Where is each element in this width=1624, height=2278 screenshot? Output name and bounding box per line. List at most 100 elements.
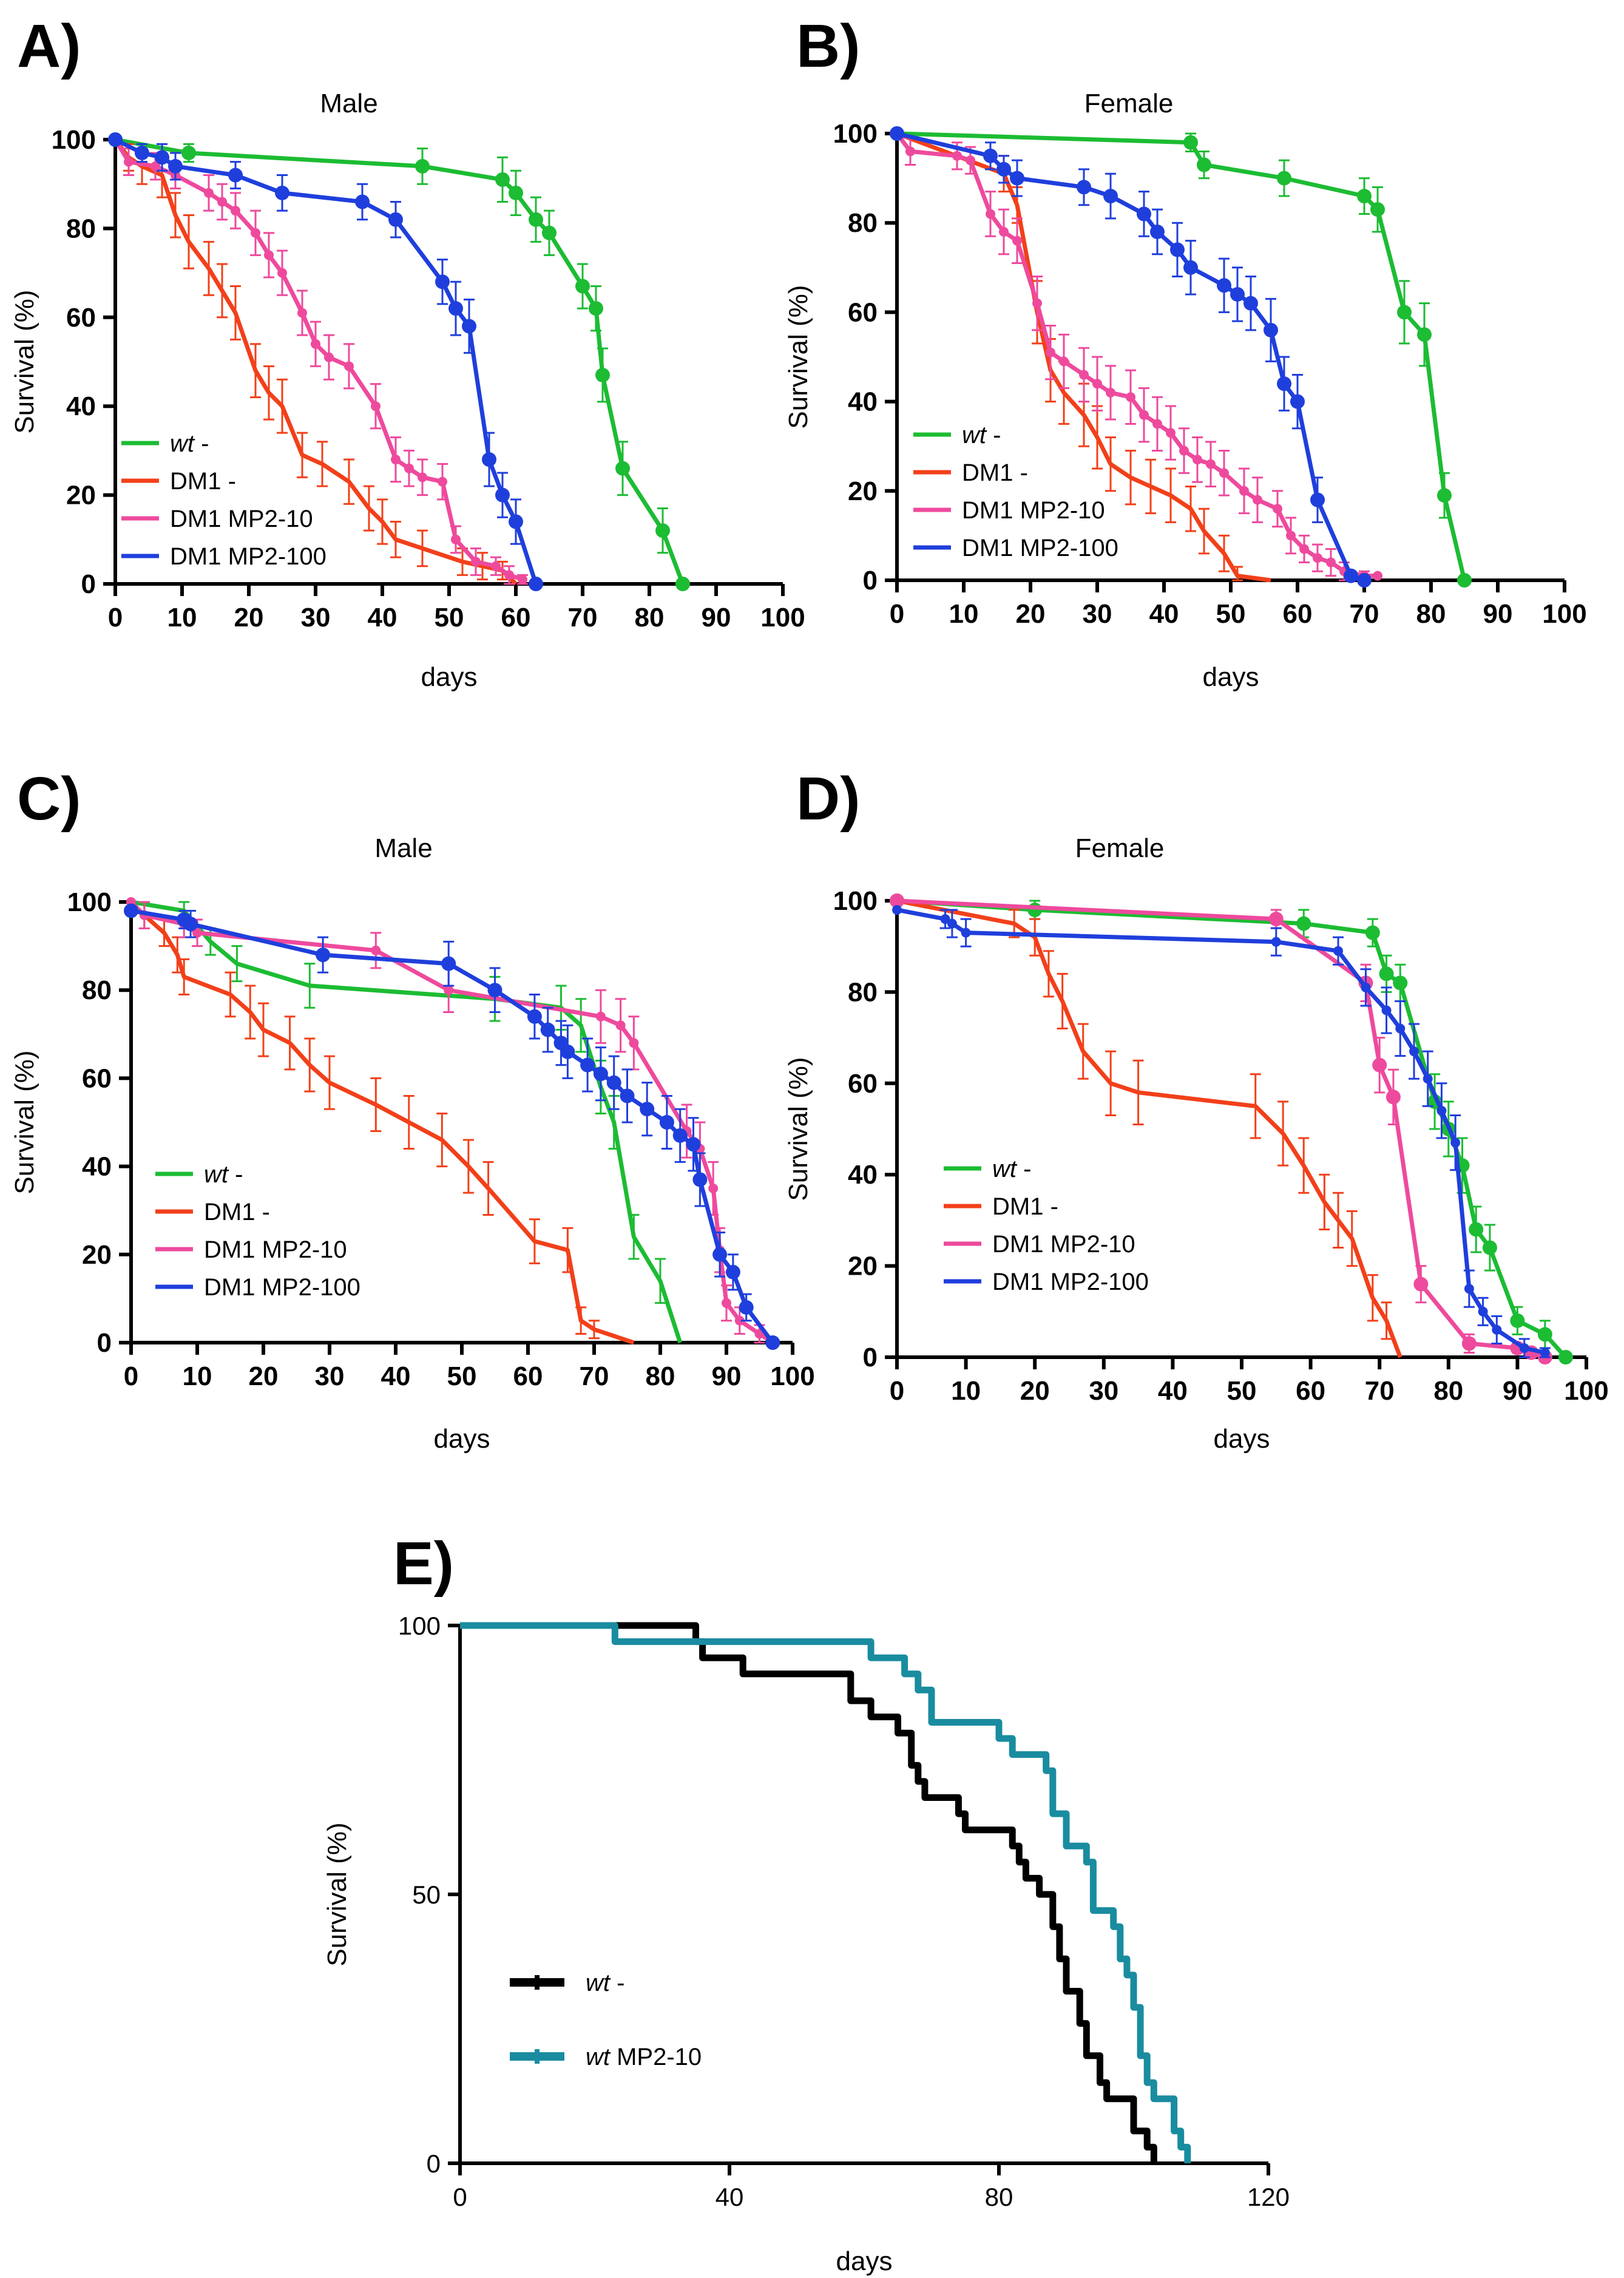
- legend-entry: DM1 MP2-10: [944, 1231, 1135, 1258]
- legend-label: wt -: [586, 1970, 624, 1996]
- data-point: [1397, 305, 1412, 320]
- data-point: [124, 903, 138, 918]
- data-point: [1277, 171, 1291, 186]
- data-point: [441, 956, 456, 971]
- x-tick-label: 50: [447, 1361, 477, 1391]
- data-point: [231, 206, 240, 216]
- data-point: [1395, 1023, 1406, 1034]
- y-tick-label: 0: [81, 569, 96, 599]
- legend-label: wt -: [962, 422, 1001, 449]
- y-tick-label: 80: [66, 214, 96, 243]
- data-point: [620, 1088, 635, 1103]
- data-point: [1357, 189, 1372, 204]
- series-dm1--: [896, 898, 1402, 1358]
- data-point: [371, 401, 381, 412]
- x-tick-label: 60: [1296, 1376, 1325, 1406]
- legend-label: DM1 MP2-10: [992, 1231, 1135, 1258]
- y-tick-label: 100: [398, 1612, 441, 1640]
- data-point: [355, 194, 370, 209]
- data-point: [675, 577, 690, 591]
- data-point: [1277, 376, 1291, 392]
- data-point: [1253, 495, 1262, 505]
- y-tick-label: 20: [848, 476, 878, 506]
- y-axis-label: Survival (%): [783, 285, 813, 429]
- data-point: [1183, 260, 1198, 275]
- data-point: [371, 945, 381, 955]
- data-point: [181, 145, 196, 160]
- data-point: [615, 1020, 626, 1031]
- legend-label: DM1 MP2-10: [204, 1236, 347, 1263]
- y-axis-label: Survival (%): [783, 1057, 813, 1201]
- y-tick-label: 0: [427, 2149, 441, 2178]
- data-point: [529, 212, 543, 227]
- legend-label: DM1 MP2-10: [170, 506, 313, 532]
- data-point: [1103, 189, 1118, 204]
- y-tick-label: 20: [66, 481, 96, 510]
- legend-label: DM1 -: [992, 1193, 1058, 1220]
- x-tick-label: 0: [108, 603, 123, 632]
- data-point: [593, 1066, 608, 1082]
- data-point: [1046, 347, 1055, 358]
- data-point: [1492, 1324, 1502, 1335]
- x-tick-label: 70: [568, 603, 598, 632]
- data-point: [192, 927, 202, 938]
- x-tick-label: 80: [635, 603, 665, 632]
- data-point: [495, 172, 510, 187]
- x-axis-label: days: [421, 662, 478, 692]
- data-point: [1137, 206, 1151, 222]
- panel-e-letter: E): [393, 1530, 454, 1598]
- legend-entry: DM1 MP2-100: [155, 1274, 360, 1301]
- data-point: [542, 225, 557, 240]
- panel-a: Male 0 10 20 30 40 50 60 70 80 90 100 0 20 40 60 80 100 da…: [10, 89, 805, 692]
- x-tick-label: 20: [249, 1361, 279, 1391]
- legend-label: DM1 MP2-10: [962, 497, 1105, 524]
- y-tick-label: 100: [833, 119, 878, 149]
- series-wt--: [108, 132, 690, 591]
- x-tick-label: 10: [167, 603, 197, 632]
- data-point: [580, 1057, 595, 1073]
- y-tick-label: 80: [848, 208, 878, 238]
- data-point: [509, 185, 523, 200]
- y-axis-label: Survival (%): [10, 1050, 39, 1194]
- data-point: [712, 1247, 728, 1262]
- x-tick-label: 50: [1227, 1376, 1257, 1406]
- data-point: [961, 927, 971, 938]
- data-point: [204, 188, 214, 198]
- data-point: [1139, 410, 1149, 420]
- x-tick-label: 90: [702, 603, 731, 632]
- data-point: [1409, 1046, 1419, 1057]
- data-point: [1290, 394, 1305, 409]
- y-tick-label: 60: [848, 1069, 878, 1099]
- x-tick-label: 40: [381, 1361, 411, 1391]
- data-point: [1032, 298, 1042, 308]
- data-point: [316, 947, 331, 963]
- legend-entry: wt -: [121, 430, 209, 457]
- y-tick-label: 20: [82, 1240, 112, 1270]
- data-point: [1393, 975, 1408, 991]
- panel-d: Female 0 10 20 30 40 50 60 70 80 90 100 0 20 40 60 80 100…: [783, 833, 1609, 1454]
- data-point: [940, 914, 950, 924]
- data-point: [1372, 1057, 1387, 1073]
- panel-a-letter: A): [17, 12, 81, 80]
- data-point: [966, 155, 975, 166]
- data-point: [1217, 278, 1231, 293]
- data-point: [311, 339, 320, 349]
- data-point: [1381, 1005, 1392, 1015]
- x-tick-label: 80: [646, 1361, 675, 1391]
- data-point: [1230, 286, 1245, 302]
- data-point: [504, 570, 514, 580]
- series-dm1-mp2-100: [108, 132, 543, 591]
- data-point: [1296, 916, 1311, 931]
- data-point: [1385, 1090, 1401, 1105]
- data-point: [435, 274, 450, 290]
- data-point: [999, 226, 1009, 237]
- data-point: [708, 1183, 719, 1193]
- x-tick-label: 10: [951, 1376, 981, 1406]
- data-point: [1344, 568, 1358, 583]
- series-wt-mp2-10: [460, 1622, 1191, 2163]
- y-tick-label: 40: [848, 387, 878, 417]
- data-point: [1179, 446, 1189, 456]
- data-point: [251, 228, 260, 238]
- data-point: [1197, 157, 1211, 172]
